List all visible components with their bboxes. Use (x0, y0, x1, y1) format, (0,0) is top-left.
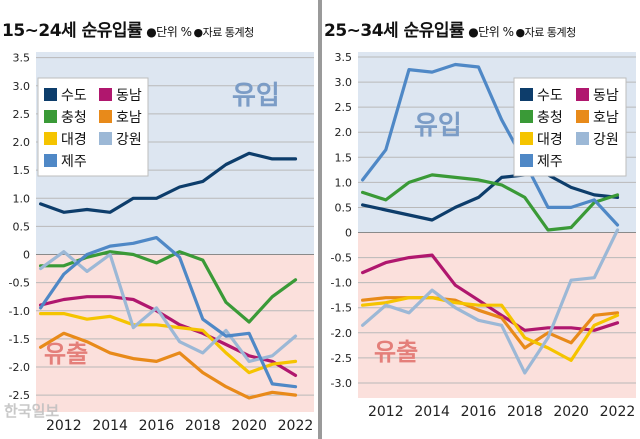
y-tick-label: -2.0 (331, 327, 352, 340)
y-tick-label: 1.0 (335, 176, 353, 189)
y-tick-label: 0.5 (13, 220, 31, 233)
legend-label: 충청 (537, 110, 563, 126)
series-line-제주 (360, 62, 620, 227)
y-tick-label: 1.5 (335, 151, 353, 164)
y-tick-label: -2.5 (9, 389, 30, 402)
legend-swatch-강원 (576, 132, 589, 145)
legend-label: 대경 (537, 132, 563, 148)
x-tick-label: 2020 (553, 404, 589, 420)
x-tick-label: 2012 (368, 404, 404, 420)
line-chart-25-34: 3.5 3.0 2.5 2.0 1.5 1.0 0.5 0 -0.5 -1.0 -1.5 -2.0 -2… (331, 51, 636, 420)
x-tick-label: 2016 (461, 404, 497, 420)
y-tick-label: 2.0 (13, 136, 31, 149)
legend-swatch-호남 (576, 110, 589, 123)
outflow-label: 유출 (374, 338, 418, 366)
y-tick-label: 0 (23, 249, 30, 262)
y-tick-label: -1.0 (9, 305, 30, 318)
line-chart-15-24: 3.5 3.0 2.5 2.0 1.5 1.0 0.5 0 -0.5 -1.0 -1.5 -2.0 -2… (9, 52, 314, 434)
series-line-강원 (360, 228, 620, 375)
series-line-수도 (38, 151, 298, 214)
legend-label: 동남 (116, 88, 142, 104)
chart-title: 25~34세 순유입률 ●단위 % ●자료 통계청 (324, 21, 576, 41)
y-tick-label: 2.5 (13, 108, 31, 121)
y-tick-label: -3.0 (331, 377, 352, 390)
legend-swatch-제주 (44, 154, 57, 167)
legend-swatch-충청 (44, 110, 57, 123)
legend-label: 대경 (61, 132, 87, 148)
legend-label: 제주 (61, 154, 87, 170)
series-line-제주 (38, 236, 298, 389)
x-tick-label: 2012 (46, 418, 82, 434)
y-tick-label: 3.5 (13, 52, 31, 65)
legend-label: 호남 (593, 110, 619, 126)
y-tick-label: 3.5 (335, 51, 353, 64)
series-line-강원 (38, 250, 298, 363)
legend-label: 수도 (61, 88, 87, 104)
inflow-label: 유입 (232, 81, 280, 111)
series-line-수도 (360, 173, 620, 222)
y-tick-label: -2.0 (9, 361, 30, 374)
series-line-호남 (38, 331, 298, 400)
chart-title: 15~24세 순유입률 ●단위 % ●자료 통계청 (2, 21, 254, 41)
series-line-동남 (38, 295, 298, 377)
y-tick-label: 1.5 (13, 164, 31, 177)
y-tick-label: -1.5 (331, 302, 352, 315)
legend-label: 강원 (593, 132, 619, 148)
y-tick-label: 2.5 (335, 101, 353, 114)
chart-panel-15-24: 15~24세 순유입률 ●단위 % ●자료 통계청 3.5 3.0 2.5 2.0 1.5 1… (0, 0, 318, 439)
y-tick-label: 3.0 (13, 80, 31, 93)
x-tick-label: 2018 (185, 418, 221, 434)
legend-swatch-강원 (99, 132, 112, 145)
y-tick-label: -1.0 (331, 277, 352, 290)
legend-swatch-수도 (44, 88, 57, 101)
y-tick-label: 0 (345, 227, 352, 240)
legend-label: 강원 (116, 132, 142, 148)
legend-label: 충청 (61, 110, 87, 126)
legend-label: 호남 (116, 110, 142, 126)
series-line-동남 (360, 253, 620, 332)
y-tick-label: -0.5 (331, 252, 352, 265)
legend-swatch-제주 (520, 154, 533, 167)
y-tick-label: 3.0 (335, 76, 353, 89)
y-tick-label: -0.5 (9, 277, 30, 290)
legend-swatch-동남 (576, 88, 589, 101)
legend-label: 동남 (593, 88, 619, 104)
inflow-label: 유입 (414, 111, 462, 141)
x-tick-label: 2020 (231, 418, 267, 434)
legend-label: 제주 (537, 154, 563, 170)
x-tick-label: 2018 (507, 404, 543, 420)
legend-swatch-대경 (520, 132, 533, 145)
legend-swatch-동남 (99, 88, 112, 101)
chart-panel-25-34: 25~34세 순유입률 ●단위 % ●자료 통계청 3.5 3.0 2.5 2.0 1.5 1… (322, 0, 640, 439)
x-tick-label: 2022 (278, 418, 314, 434)
outflow-label: 유출 (44, 340, 88, 368)
x-tick-label: 2014 (414, 404, 450, 420)
x-tick-label: 2016 (139, 418, 175, 434)
y-tick-label: 1.0 (13, 192, 31, 205)
x-tick-label: 2022 (600, 404, 636, 420)
legend-swatch-호남 (99, 110, 112, 123)
legend-swatch-충청 (520, 110, 533, 123)
series-line-충청 (360, 173, 620, 232)
series-line-대경 (360, 296, 620, 362)
y-tick-label: 2.0 (335, 126, 353, 139)
legend-swatch-대경 (44, 132, 57, 145)
legend-swatch-수도 (520, 88, 533, 101)
y-tick-label: -2.5 (331, 352, 352, 365)
panel-divider (318, 0, 322, 439)
y-tick-label: -1.5 (9, 333, 30, 346)
x-tick-label: 2014 (92, 418, 128, 434)
watermark: 한국일보 (4, 402, 60, 420)
legend-label: 수도 (537, 88, 563, 104)
y-tick-label: 0.5 (335, 201, 353, 214)
